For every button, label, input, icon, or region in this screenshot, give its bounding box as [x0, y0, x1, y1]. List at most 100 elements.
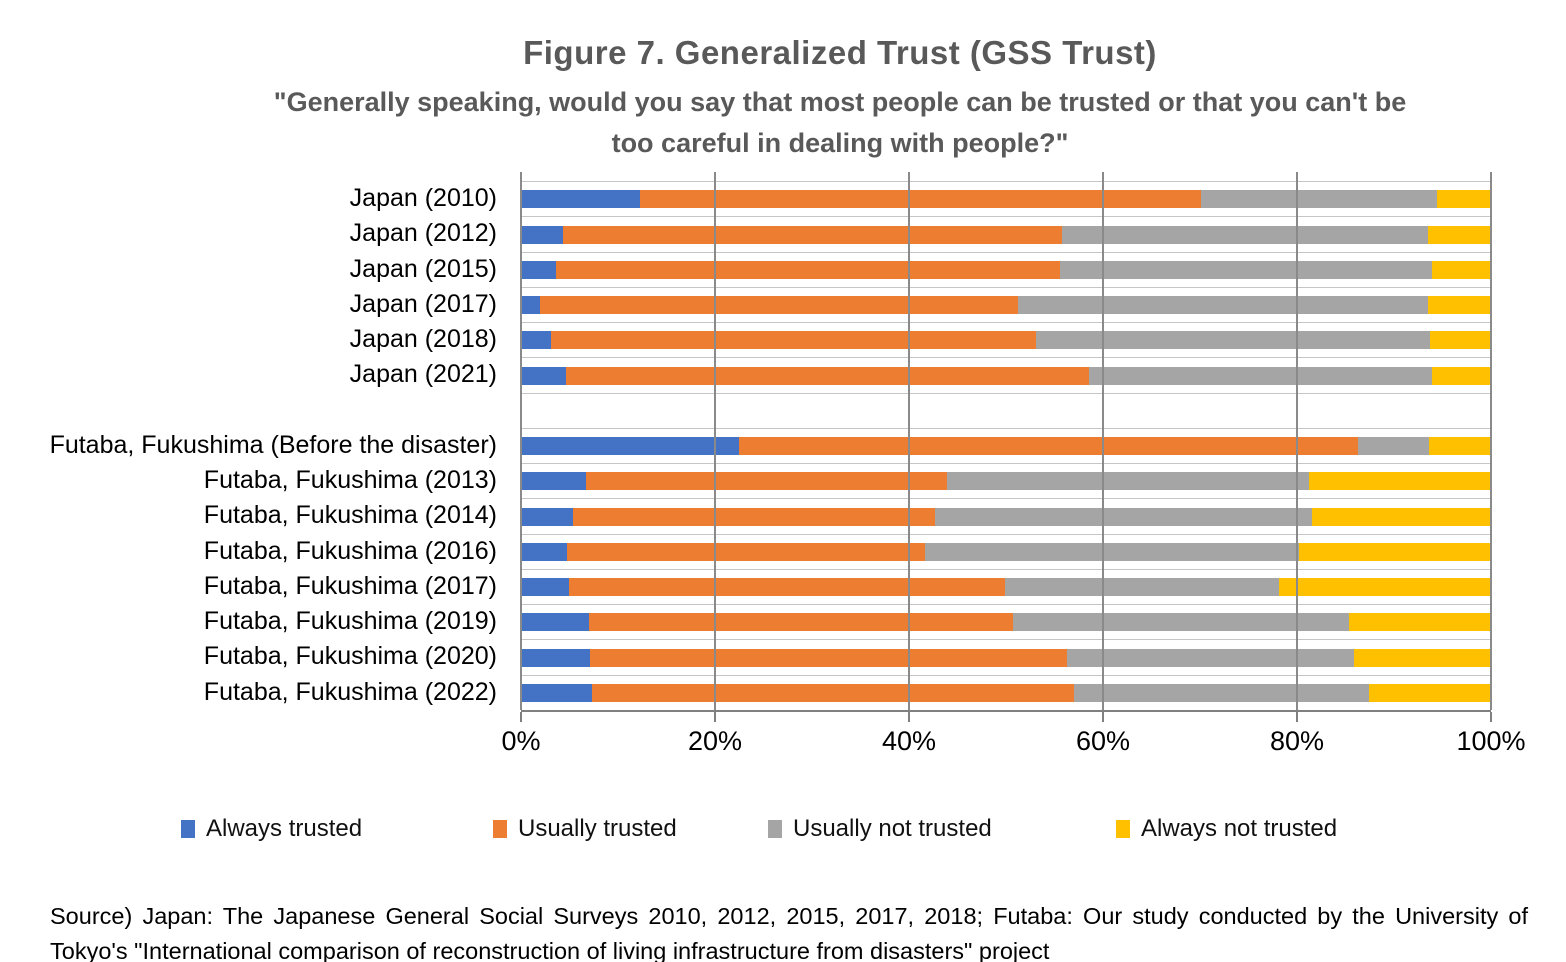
axis-tick-80%: [1296, 712, 1298, 722]
bar-row: [521, 181, 1491, 216]
bar-segment-usually-not-trusted: [1012, 613, 1350, 632]
bar-segment-usually-trusted: [588, 613, 1013, 632]
x-tick-label: 20%: [687, 726, 743, 756]
axis-tick-20%: [714, 712, 716, 722]
bar-segment-always-not-trusted: [1349, 613, 1491, 632]
bar-segment-usually-not-trusted: [1067, 648, 1355, 667]
stacked-bar: [521, 366, 1491, 385]
stacked-bar: [521, 296, 1491, 315]
band-gap: [521, 392, 1491, 428]
bar-segment-usually-trusted: [565, 366, 1090, 385]
bar-row: [521, 674, 1491, 710]
bar-segment-always-trusted: [521, 190, 641, 209]
category-label: Futaba, Fukushima (2019): [203, 607, 497, 636]
bar-segment-always-not-trusted: [1427, 225, 1491, 244]
bar-segment-usually-trusted: [739, 437, 1359, 456]
bar-segment-usually-trusted: [551, 331, 1037, 350]
x-tick-label: 80%: [1269, 726, 1325, 756]
stacked-bar: [521, 260, 1491, 279]
axis-tick-0%: [520, 712, 522, 722]
bar-segment-usually-trusted: [591, 684, 1074, 703]
gridline-0%: [520, 172, 522, 710]
category-label: Japan (2017): [349, 289, 497, 318]
gridline-100%: [1490, 172, 1492, 710]
bar-segment-always-not-trusted: [1308, 472, 1491, 491]
bar-segment-usually-trusted: [568, 578, 1006, 597]
bar-segment-always-trusted: [521, 331, 552, 350]
category-label: Futaba, Fukushima (2016): [203, 536, 497, 565]
bar-segment-always-not-trusted: [1431, 366, 1491, 385]
category-label: Japan (2021): [349, 360, 497, 389]
x-tick-label: 40%: [881, 726, 937, 756]
bar-segment-always-not-trusted: [1427, 296, 1491, 315]
bar-segment-always-not-trusted: [1429, 331, 1491, 350]
bar-segment-always-trusted: [521, 648, 590, 667]
source-note: Source) Japan: The Japanese General Soci…: [50, 902, 1528, 962]
bar-segment-always-trusted: [521, 366, 566, 385]
legend-item: Usually not trusted: [768, 811, 992, 847]
legend-item: Always not trusted: [1116, 811, 1337, 847]
legend-label: Usually not trusted: [793, 815, 992, 842]
bar-segment-usually-trusted: [589, 648, 1068, 667]
bar-segment-always-not-trusted: [1354, 648, 1491, 667]
plot-area: [520, 172, 1492, 722]
gridline-20%: [714, 172, 716, 710]
bar-row: [521, 286, 1491, 322]
bar-segment-always-not-trusted: [1431, 260, 1491, 279]
bar-row: [521, 568, 1491, 604]
bar-segment-usually-not-trusted: [1005, 578, 1279, 597]
stacked-bar: [521, 507, 1491, 526]
axis-tick-60%: [1102, 712, 1104, 722]
category-label: Japan (2010): [349, 184, 497, 212]
category-label: Futaba, Fukushima (2014): [203, 501, 497, 530]
bar-segment-usually-trusted: [640, 190, 1201, 209]
bar-row: [521, 533, 1491, 569]
bar-segment-usually-trusted: [566, 542, 925, 561]
bar-segment-always-not-trusted: [1278, 578, 1491, 597]
legend-label: Always not trusted: [1141, 815, 1338, 842]
stacked-bar: [521, 578, 1491, 597]
bar-row: [521, 216, 1491, 251]
stacked-bar: [521, 437, 1491, 456]
bar-segment-always-trusted: [521, 437, 740, 456]
stacked-bar: [521, 684, 1491, 703]
bar-segment-always-trusted: [521, 684, 592, 703]
chart-subtitle-line2: too careful in dealing with people?": [611, 128, 1069, 158]
bar-segment-usually-trusted: [573, 507, 936, 526]
stacked-bar: [521, 225, 1491, 244]
category-label: Futaba, Fukushima (2022): [203, 677, 497, 706]
category-label: Futaba, Fukushima (Before the disaster): [49, 430, 497, 459]
category-label: Japan (2015): [349, 254, 497, 283]
category-label: Futaba, Fukushima (2017): [203, 571, 497, 600]
bar-segment-always-trusted: [521, 225, 563, 244]
bar-segment-usually-not-trusted: [1036, 331, 1430, 350]
legend-item: Always trusted: [181, 811, 362, 847]
stacked-bar: [521, 472, 1491, 491]
bar-segment-always-not-trusted: [1428, 437, 1491, 456]
legend-label: Always trusted: [206, 815, 363, 842]
bar-bands: [521, 181, 1491, 710]
bar-segment-always-not-trusted: [1311, 507, 1491, 526]
x-tick-label: 0%: [501, 726, 541, 756]
legend-swatch-icon: [493, 820, 507, 838]
bar-segment-usually-not-trusted: [1200, 190, 1437, 209]
bar-segment-always-trusted: [521, 507, 574, 526]
bar-segment-usually-trusted: [562, 225, 1063, 244]
bar-row: [521, 251, 1491, 287]
bar-segment-usually-not-trusted: [1060, 260, 1432, 279]
bar-segment-always-trusted: [521, 472, 586, 491]
bar-segment-usually-trusted: [540, 296, 1018, 315]
stacked-bar: [521, 648, 1491, 667]
axis-tick-40%: [908, 712, 910, 722]
category-axis-labels: Japan (2010) Japan (2012) Japan (2015) Japa…: [0, 181, 497, 710]
bar-segment-always-not-trusted: [1368, 684, 1491, 703]
stacked-bar: [521, 613, 1491, 632]
legend-swatch-icon: [181, 820, 195, 838]
legend-swatch-icon: [768, 820, 782, 838]
bar-row: [521, 357, 1491, 392]
bar-segment-usually-trusted: [555, 260, 1061, 279]
bar-segment-always-trusted: [521, 296, 541, 315]
category-label: Japan (2018): [349, 325, 497, 354]
bar-segment-usually-not-trusted: [946, 472, 1309, 491]
